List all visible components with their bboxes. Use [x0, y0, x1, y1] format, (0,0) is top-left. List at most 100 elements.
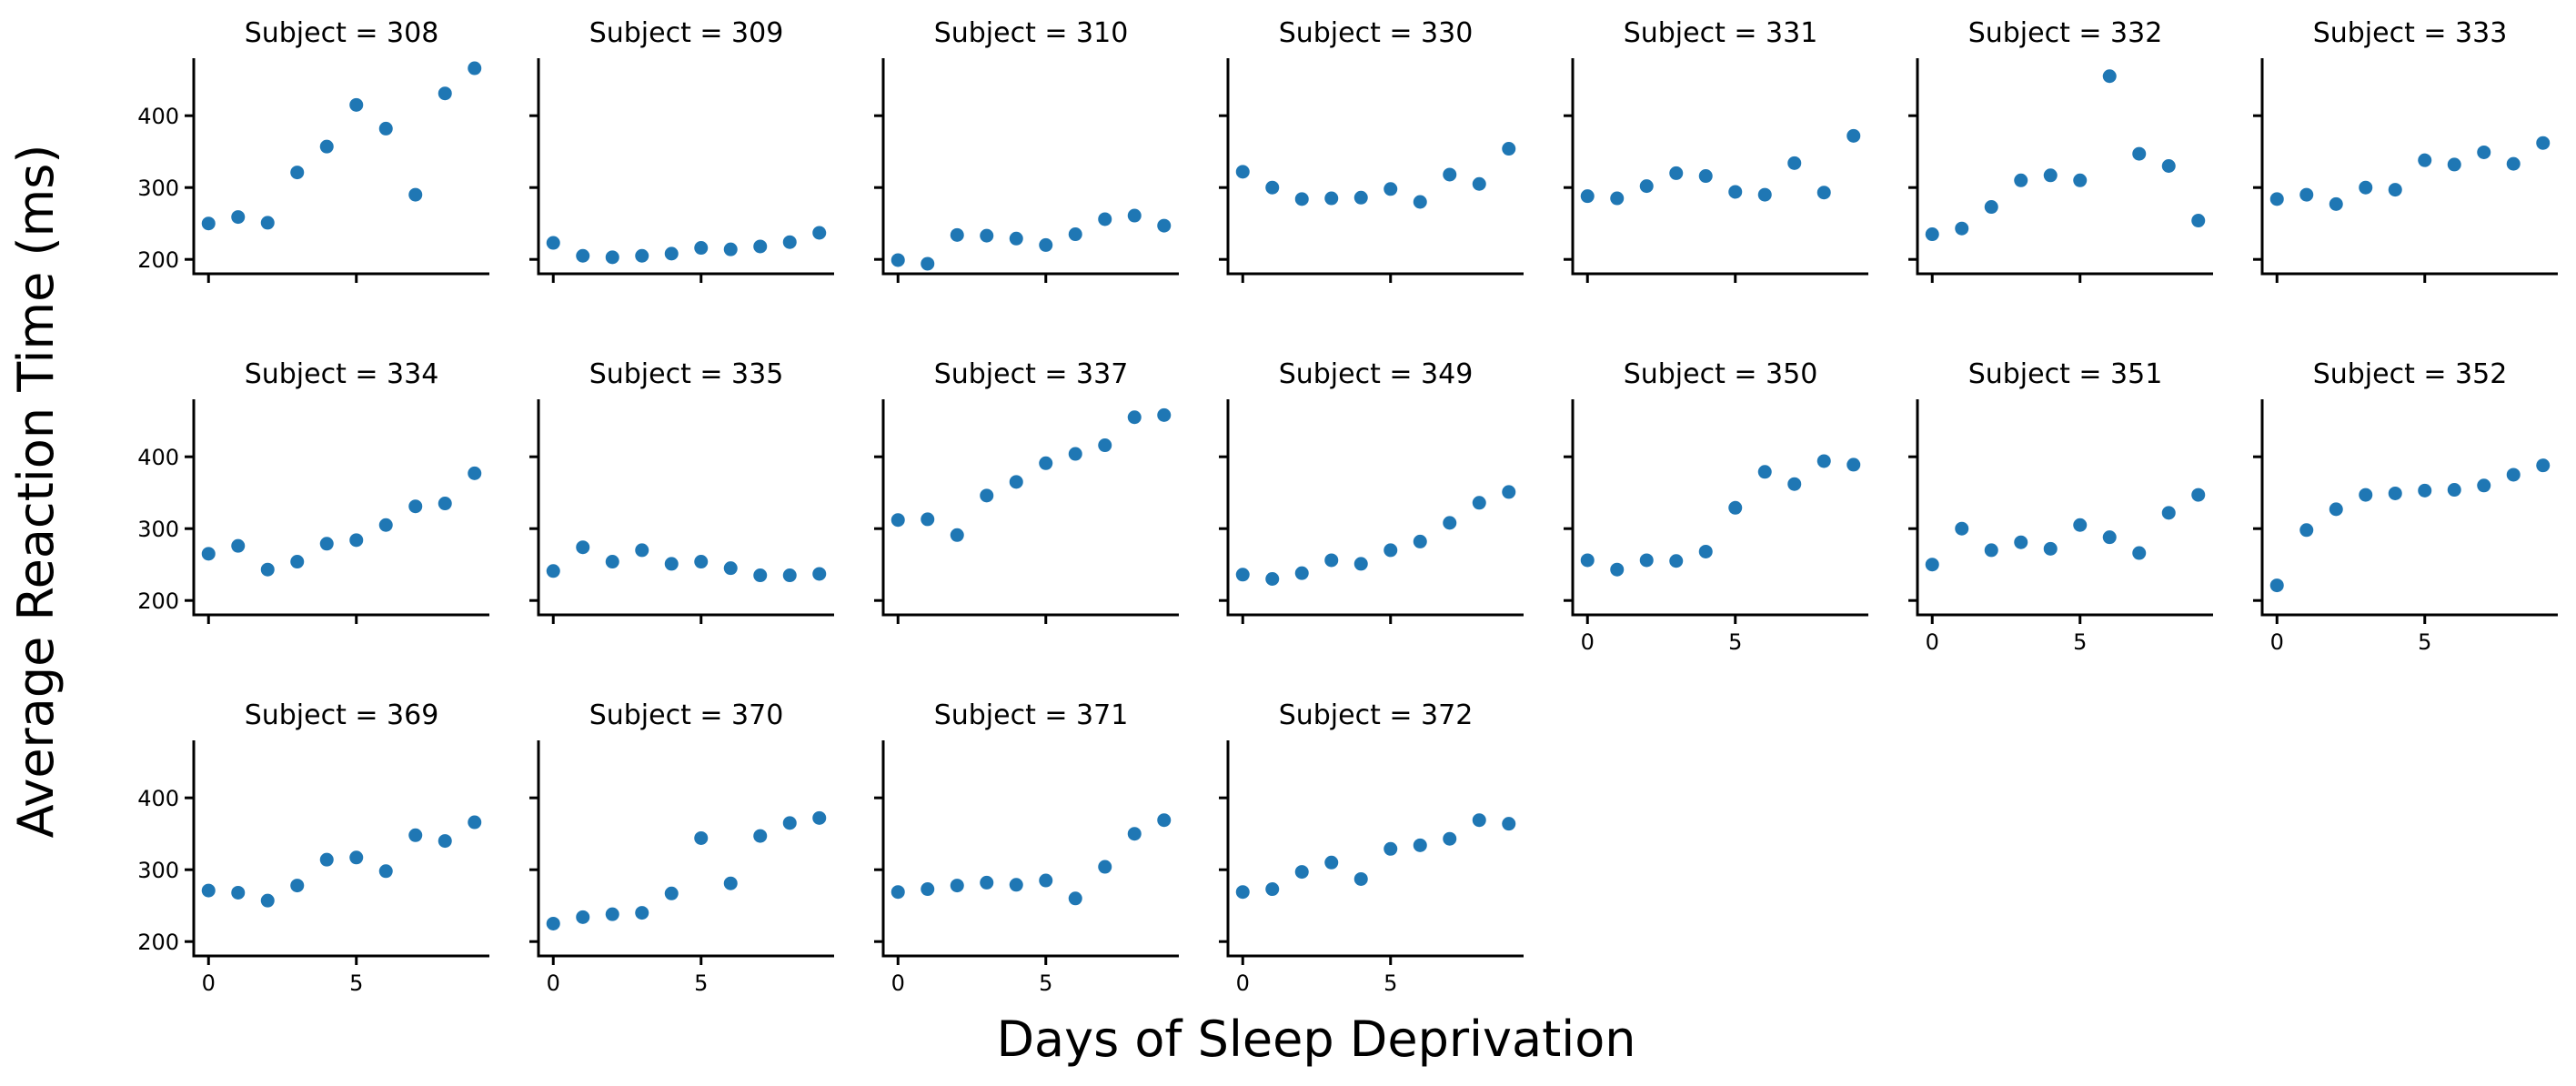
data-point [468, 61, 482, 75]
data-point [468, 466, 482, 480]
data-point [1324, 553, 1339, 568]
data-point [1984, 200, 1998, 215]
data-point [1384, 182, 1398, 196]
data-point [1984, 543, 1998, 558]
data-point [2161, 506, 2176, 520]
data-point [2329, 196, 2343, 211]
subplot-title: Subject = 337 [934, 358, 1129, 390]
data-point [2477, 145, 2491, 159]
data-point [980, 488, 994, 503]
data-point [2536, 136, 2551, 150]
subplot: Subject = 332 [1908, 17, 2213, 283]
data-point [891, 253, 905, 267]
subplot: Subject = 370 0 5 [529, 699, 834, 996]
data-point [1039, 873, 1053, 888]
data-point [891, 513, 905, 528]
data-point [753, 829, 768, 843]
data-point [1039, 237, 1053, 252]
y-tick-label: 200 [137, 247, 179, 273]
data-point [635, 543, 649, 558]
axis-spines [1916, 399, 2213, 617]
data-point [576, 910, 590, 924]
data-point [2388, 183, 2402, 197]
data-point [2447, 483, 2461, 498]
y-tick-label: 200 [137, 588, 179, 614]
data-point [378, 121, 393, 136]
axis-spines [1226, 740, 1524, 958]
data-point [1925, 558, 1939, 572]
data-point [1757, 465, 1772, 479]
data-point [812, 226, 827, 240]
data-point [1265, 572, 1280, 586]
subplot: Subject = 350 0 5 [1564, 358, 1868, 655]
data-point [349, 533, 364, 548]
data-point [576, 248, 590, 263]
data-point [1235, 568, 1250, 582]
data-point [694, 555, 709, 569]
subplot: Subject = 371 0 5 [874, 699, 1179, 996]
subplot: Subject = 333 [2253, 17, 2558, 283]
data-point [1324, 191, 1339, 206]
data-point [2418, 483, 2432, 498]
data-point [438, 834, 452, 849]
x-tick-label: 5 [1384, 970, 1397, 996]
subplot-title: Subject = 349 [1279, 358, 1474, 390]
data-point [231, 538, 246, 553]
facet-panels: Subject = 308 200 300 400 Subject = 309 Subje… [137, 17, 2558, 996]
subplot: Subject = 337 [874, 358, 1179, 624]
axis-spines [1916, 58, 2213, 276]
subplot-title: Subject = 370 [589, 699, 784, 731]
axis-spines [2260, 58, 2558, 276]
data-point [980, 875, 994, 890]
data-point [1265, 180, 1280, 195]
subplot-title: Subject = 369 [245, 699, 439, 731]
data-point [605, 907, 619, 921]
data-point [1846, 128, 1861, 143]
axis-spines [881, 399, 1179, 617]
data-point [812, 567, 827, 581]
subplot: Subject = 330 [1219, 17, 1524, 283]
y-tick-label: 400 [137, 445, 179, 470]
axis-spines [537, 58, 834, 276]
data-point [2014, 173, 2028, 187]
data-point [753, 568, 768, 583]
data-point [1443, 831, 1457, 846]
y-axis-title: Average Reaction Time (ms) [7, 145, 65, 839]
data-point [349, 97, 364, 112]
data-point [950, 528, 964, 542]
subplot: Subject = 372 0 5 [1219, 699, 1524, 996]
data-point [921, 256, 935, 271]
axis-spines [1226, 58, 1524, 276]
data-point [2506, 468, 2521, 482]
data-point [319, 852, 334, 867]
subplot: Subject = 349 [1219, 358, 1524, 624]
x-tick-label: 0 [1236, 970, 1250, 996]
data-point [605, 555, 619, 569]
data-point [1502, 817, 1516, 831]
x-axis-title: Days of Sleep Deprivation [996, 1011, 1635, 1068]
data-point [1235, 165, 1250, 179]
data-point [2191, 214, 2206, 228]
axis-spines [537, 740, 834, 958]
subplot-title: Subject = 330 [1279, 17, 1474, 49]
data-point [1384, 841, 1398, 856]
data-point [782, 816, 797, 830]
data-point [201, 547, 216, 561]
subplot-title: Subject = 310 [934, 17, 1129, 49]
data-point [1294, 865, 1309, 880]
data-point [2014, 535, 2028, 549]
data-point [1502, 142, 1516, 156]
axis-spines [881, 58, 1179, 276]
axis-spines [192, 740, 489, 958]
subplot-title: Subject = 331 [1624, 17, 1818, 49]
data-point [1009, 878, 1023, 892]
data-point [1757, 187, 1772, 202]
data-point [1294, 566, 1309, 580]
data-point [664, 557, 679, 571]
x-tick-label: 5 [1728, 629, 1742, 655]
data-point [576, 540, 590, 555]
data-point [408, 828, 423, 842]
data-point [2329, 502, 2343, 517]
data-point [1009, 231, 1023, 246]
data-point [891, 885, 905, 900]
